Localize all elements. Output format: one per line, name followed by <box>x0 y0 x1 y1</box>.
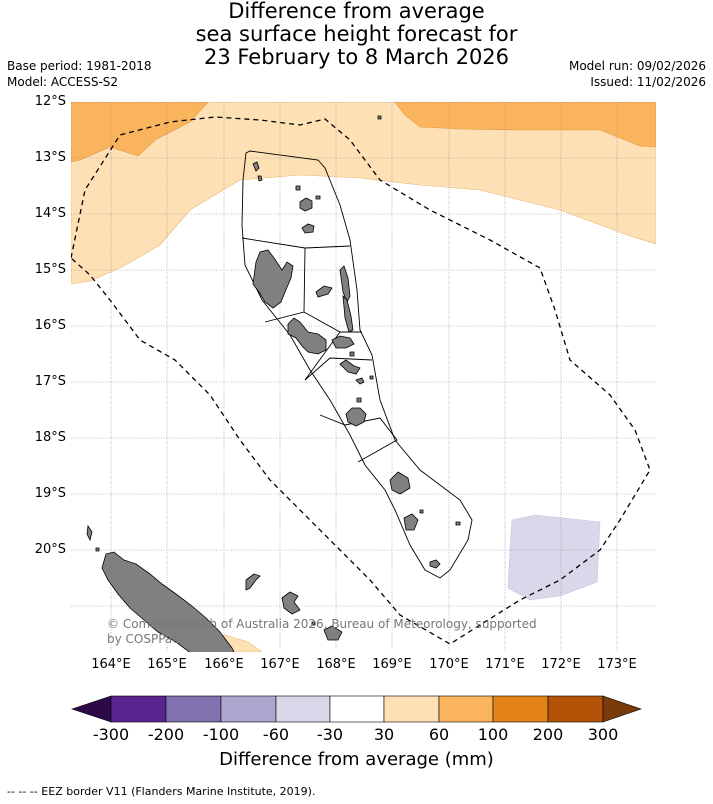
colorbar-tick-label: -100 <box>202 725 240 744</box>
colorbar <box>71 695 642 723</box>
island-ambae <box>315 285 333 298</box>
colorbar-bin <box>547 695 604 723</box>
model-run: Model run: 09/02/2026 <box>568 59 706 73</box>
title-line-2: sea surface height forecast for <box>195 22 518 46</box>
island-tanna <box>403 513 419 531</box>
meta-right: Model run: 09/02/2026 Issued: 11/02/2026 <box>569 58 706 90</box>
colorbar-tick-label: 30 <box>373 725 395 744</box>
island-banks-1 <box>295 185 301 191</box>
lon-label: 171°E <box>485 657 525 672</box>
copyright-notice: © Commonwealth of Australia 2026, Bureau… <box>107 617 537 646</box>
island-ambrym <box>331 335 355 349</box>
province-boundaries <box>241 237 398 463</box>
island-mare <box>323 625 343 641</box>
island-malekula <box>287 317 327 355</box>
island-pentecost <box>342 294 354 333</box>
island-lifou <box>281 591 301 615</box>
lon-label: 165°E <box>147 657 187 672</box>
island-new-caledonia <box>101 551 235 652</box>
anomaly-30-60-region <box>71 102 656 285</box>
province-outline <box>241 150 473 579</box>
island-epi <box>355 377 365 385</box>
island-small-g <box>95 547 100 552</box>
colorbar-title: Difference from average (mm) <box>219 749 494 770</box>
lon-label: 164°E <box>91 657 131 672</box>
island-paama <box>339 359 361 375</box>
colorbar-tick-label: -300 <box>92 725 130 744</box>
lon-label: 172°E <box>541 657 581 672</box>
eez-border <box>71 116 651 645</box>
colorbar-bin <box>165 695 222 723</box>
anomaly-60-100-west <box>71 102 209 163</box>
lat-label: 15°S <box>34 262 66 277</box>
lat-label: 20°S <box>34 542 66 557</box>
lat-label: 16°S <box>34 318 66 333</box>
colorbar-low-extension <box>71 695 112 723</box>
title-line-3: 23 February to 8 March 2026 <box>203 45 510 69</box>
island-maewo <box>339 265 351 303</box>
colorbar-tick-label: 300 <box>587 725 619 744</box>
lat-gridlines <box>71 102 656 607</box>
colorbar-tick-label: -200 <box>147 725 185 744</box>
lat-label: 13°S <box>34 150 66 165</box>
island-futuna <box>455 521 461 526</box>
base-period: Base period: 1981-2018 <box>7 59 152 73</box>
colorbar-bin <box>329 695 385 723</box>
model-name: Model: ACCESS-S2 <box>7 75 119 89</box>
colorbar-tick-label: -30 <box>316 725 344 744</box>
meta-left: Base period: 1981-2018 Model: ACCESS-S2 <box>7 58 152 90</box>
colorbar-tick-label: -60 <box>262 725 290 744</box>
lat-label: 12°S <box>34 94 66 109</box>
lon-label: 169°E <box>372 657 412 672</box>
colorbar-bin <box>220 695 277 723</box>
lat-label: 17°S <box>34 374 66 389</box>
lon-label: 173°E <box>597 657 637 672</box>
island-gaua <box>299 197 313 212</box>
lon-label: 170°E <box>429 657 469 672</box>
island-vanua-lava <box>301 223 315 234</box>
eez-legend-note: -- -- -- EEZ border V11 (Flanders Marine… <box>7 785 316 798</box>
lat-label: 19°S <box>34 486 66 501</box>
anomaly-60-100-east <box>394 102 656 148</box>
lat-label: 18°S <box>34 430 66 445</box>
title-line-1: Difference from average <box>228 0 485 23</box>
lon-label: 167°E <box>260 657 300 672</box>
island-shepherd <box>356 397 362 403</box>
colorbar-bin <box>275 695 331 723</box>
lat-label: 14°S <box>34 206 66 221</box>
islands <box>86 115 461 652</box>
colorbar-tick-label: 60 <box>428 725 450 744</box>
island-small-f <box>369 375 374 380</box>
island-efate <box>345 407 367 427</box>
colorbar-high-extension <box>602 695 642 723</box>
island-erromango <box>389 471 411 495</box>
issued-date: Issued: 11/02/2026 <box>590 75 706 89</box>
island-small-h <box>311 621 316 626</box>
colorbar-tick-label: 200 <box>532 725 564 744</box>
lon-label: 168°E <box>316 657 356 672</box>
island-torres <box>252 161 260 172</box>
chart-title: Difference from average sea surface heig… <box>0 0 713 69</box>
colorbar-bin <box>383 695 440 723</box>
island-small-e <box>377 115 382 120</box>
anomaly-neg30-neg60-region <box>507 514 601 601</box>
island-small-a <box>257 175 263 182</box>
island-belep <box>86 524 93 542</box>
island-small-b <box>315 195 321 200</box>
lon-label: 166°E <box>204 657 244 672</box>
colorbar-bin <box>110 695 167 723</box>
colorbar-bin <box>438 695 494 723</box>
colorbar-bin <box>492 695 549 723</box>
island-espiritu-santo <box>252 249 294 309</box>
island-ouvea <box>245 573 261 591</box>
island-small-d <box>419 509 424 514</box>
island-small-c <box>349 351 355 357</box>
island-aneityum <box>429 559 441 569</box>
colorbar-tick-label: 100 <box>477 725 509 744</box>
